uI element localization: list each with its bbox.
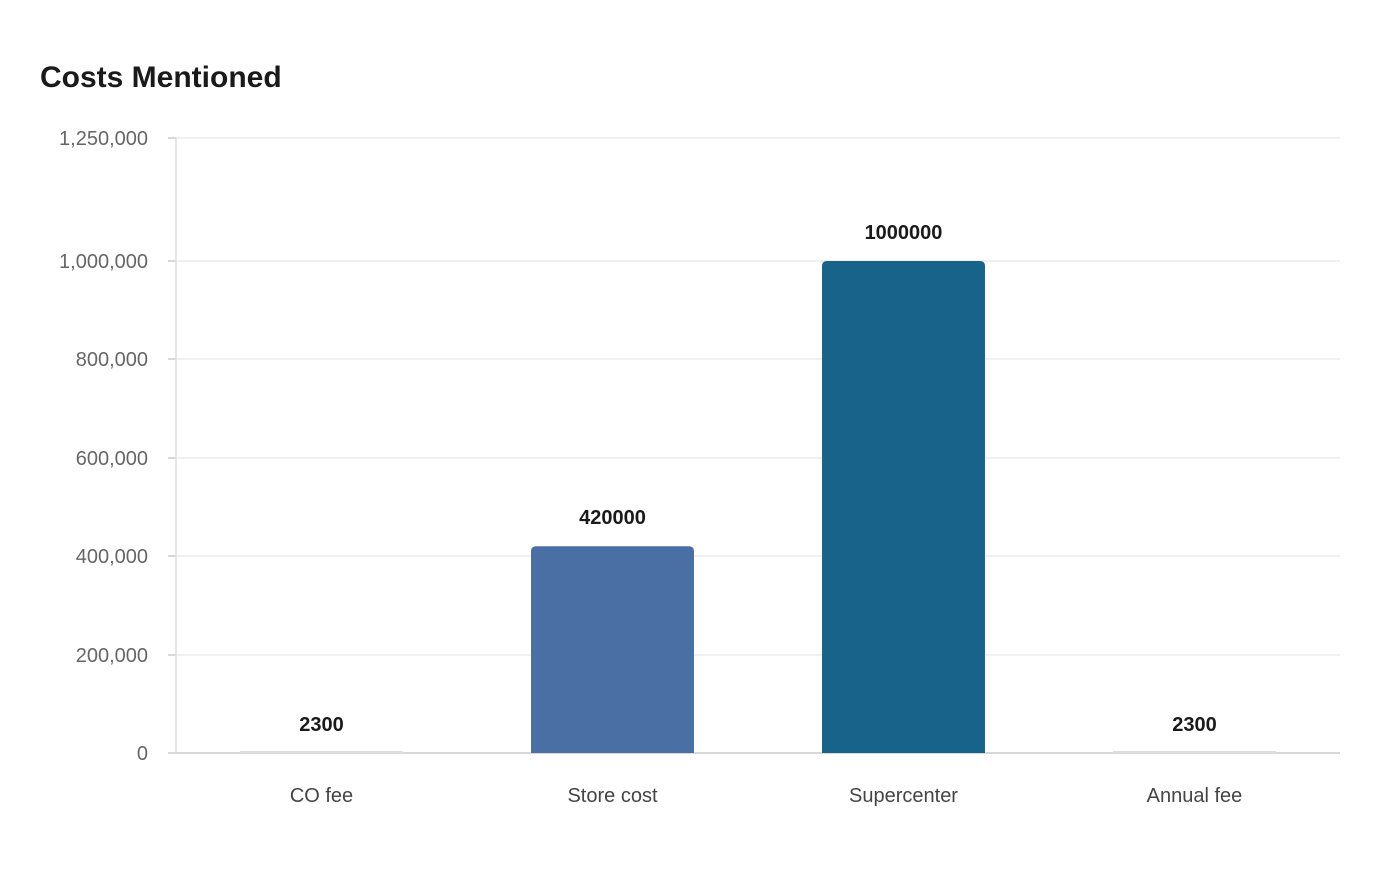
bar-store-cost	[531, 546, 694, 753]
data-label: 2300	[299, 714, 344, 736]
y-tick-label: 1,250,000	[59, 128, 148, 150]
gridlines	[176, 137, 1340, 656]
bar-supercenter	[822, 261, 985, 753]
axes	[168, 137, 1340, 754]
y-tick-label: 800,000	[76, 349, 148, 371]
y-tick-label: 1,000,000	[59, 251, 148, 273]
y-tick-label: 600,000	[76, 448, 148, 470]
y-tick-label: 400,000	[76, 546, 148, 568]
bar-co-fee	[240, 751, 403, 753]
x-category-label: CO fee	[290, 785, 353, 807]
x-category-label: Annual fee	[1147, 785, 1243, 807]
y-tick-label: 200,000	[76, 645, 148, 667]
x-category-label: Store cost	[567, 785, 657, 807]
y-tick-label: 0	[137, 743, 148, 765]
y-axis-tick-labels: 0 200,000 400,000 600,000 800,000 1,000,000 1,…	[59, 128, 148, 765]
data-label: 2300	[1172, 714, 1217, 736]
chart-title: Costs Mentioned	[40, 61, 282, 94]
data-label: 1000000	[865, 222, 943, 244]
data-labels: 2300 420000 1000000 2300	[299, 222, 1217, 736]
x-axis-category-labels: CO fee Store cost Supercenter Annual fee	[290, 785, 1243, 807]
data-label: 420000	[579, 507, 646, 529]
x-category-label: Supercenter	[849, 785, 958, 807]
bar-annual-fee	[1113, 751, 1276, 753]
bars	[240, 261, 1276, 753]
